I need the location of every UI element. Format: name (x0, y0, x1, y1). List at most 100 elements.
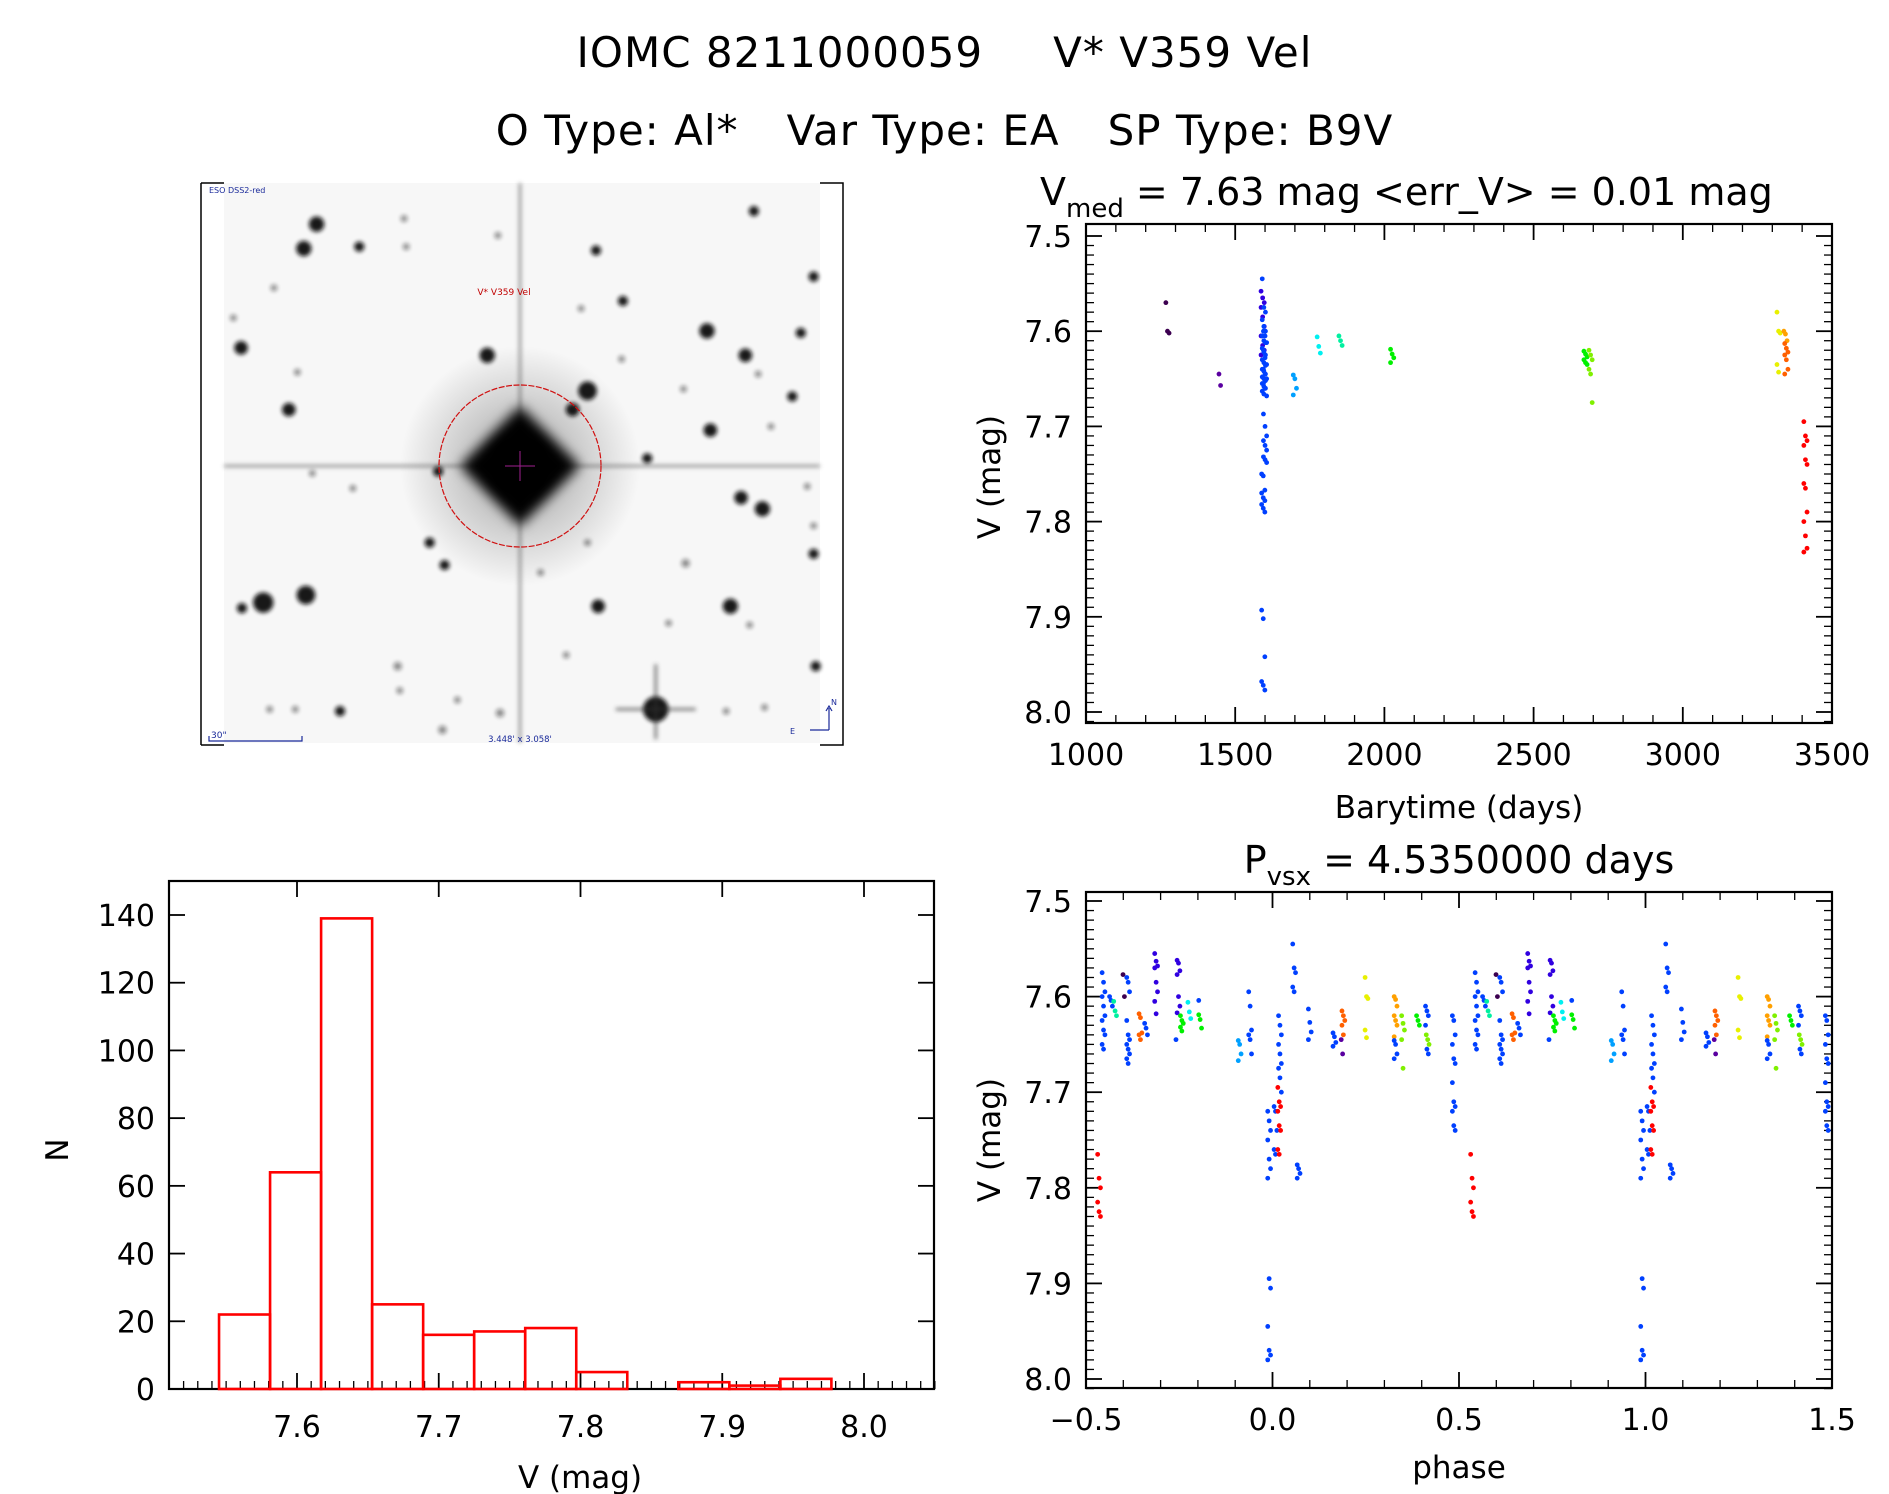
phase-point (1102, 1013, 1108, 1019)
phase-point (1102, 989, 1108, 995)
phase-point (1620, 1037, 1626, 1043)
phase-point (1735, 975, 1741, 980)
phase-point (1451, 1123, 1457, 1129)
object-type: O Type: Al* (495, 106, 739, 155)
target-label: V* V359 Vel (477, 288, 530, 298)
phase-point (1425, 1051, 1431, 1057)
phase-point (1572, 1025, 1577, 1031)
histogram-bar (779, 1377, 833, 1391)
lightcurve-point (1262, 385, 1268, 391)
phase-point (1472, 1042, 1478, 1047)
phase-point (1451, 1099, 1457, 1105)
histogram-xtick-label: 7.9 (698, 1410, 746, 1445)
lightcurve-point (1261, 328, 1266, 334)
phase-point (1664, 965, 1670, 971)
phase-point (1825, 1061, 1831, 1066)
lightcurve-point (1261, 411, 1266, 417)
phase-point (1651, 1061, 1657, 1066)
phase-point (1764, 1056, 1770, 1062)
phase-point (1822, 1013, 1828, 1019)
phase-point (1096, 1209, 1102, 1215)
phase-point (1276, 1042, 1281, 1047)
phase-point (1124, 1056, 1130, 1062)
lightcurve-point (1260, 473, 1266, 479)
star (584, 539, 591, 546)
star (282, 402, 296, 417)
phase-point (1638, 1108, 1644, 1114)
phase-point (1278, 1061, 1284, 1066)
phase-point (1664, 989, 1670, 995)
star (754, 501, 771, 517)
phase-point (1199, 1025, 1204, 1031)
phase-point (1766, 1018, 1771, 1023)
phase-point (1787, 1013, 1792, 1019)
histogram-plot: 7.6 7.7 7.8 7.9 8.0 0 20 40 60 80 100 120 140 V (mag… (40, 879, 936, 1494)
phase-point (1570, 1017, 1576, 1022)
phase-point (1364, 1035, 1369, 1041)
phase-point (1799, 1042, 1805, 1047)
lightcurve-point (1259, 276, 1265, 282)
star (439, 559, 450, 571)
lightcurve-point (1264, 340, 1270, 346)
lightcurve-point (1776, 369, 1781, 375)
phase-point (1277, 1075, 1283, 1081)
lightcurve-point (1804, 545, 1810, 551)
histogram-ytick-label: 140 (98, 899, 155, 934)
phase-point (1798, 1051, 1804, 1057)
phase-point (1296, 1166, 1302, 1172)
lightcurve-point (1803, 533, 1808, 539)
lightcurve-point (1388, 346, 1393, 352)
phase-point (1649, 1151, 1655, 1157)
phase-point (1247, 1003, 1253, 1009)
lightcurve-point (1264, 393, 1270, 399)
star (349, 484, 357, 492)
phase-point (1703, 1030, 1709, 1036)
north-label: N (831, 698, 837, 707)
phase-point (1177, 1003, 1183, 1009)
phase-point (1291, 965, 1297, 971)
lightcurve-xtick-label: 3500 (1794, 738, 1870, 773)
phase-point (1176, 994, 1181, 999)
lightcurve-point (1801, 419, 1807, 425)
phase-point (1423, 1003, 1428, 1009)
lightcurve-point (1783, 345, 1789, 351)
phase-point (1649, 1123, 1655, 1129)
phase-point (1235, 1058, 1241, 1064)
phase-point (1268, 1128, 1273, 1133)
phase-point (1274, 1128, 1280, 1133)
phase-point (1179, 1028, 1185, 1034)
phase-point (1278, 1032, 1284, 1038)
phase-point (1265, 1324, 1271, 1329)
phase-point (1648, 1085, 1654, 1090)
phase-point (1152, 998, 1158, 1004)
phase-point (1308, 1029, 1314, 1035)
phase-point (1112, 1008, 1118, 1014)
phase-title: Pvsx = 4.5350000 days (1244, 838, 1675, 892)
phase-point (1414, 1013, 1419, 1019)
lightcurve-frame (1084, 222, 1834, 725)
lightcurve-point (1588, 352, 1593, 358)
lightcurve-point (1290, 372, 1296, 378)
lightcurve-point (1803, 457, 1808, 463)
phase-point (1608, 1058, 1614, 1064)
phase-ytick-label: 7.5 (1024, 885, 1072, 920)
phase-point (1498, 1046, 1504, 1052)
phase-point (1114, 1013, 1119, 1019)
histogram-frame (167, 879, 936, 1391)
star (761, 704, 768, 711)
phase-point (1498, 1061, 1504, 1066)
star (308, 216, 325, 232)
phase-point (1101, 979, 1106, 985)
star (722, 707, 730, 715)
phase-point (1569, 1012, 1575, 1018)
lightcurve-point (1264, 362, 1270, 367)
star (808, 548, 819, 559)
phase-point (1825, 1128, 1831, 1133)
phase-point (1511, 1037, 1516, 1043)
phase-point (1773, 1065, 1779, 1071)
phase-point (1663, 984, 1669, 990)
phase-point (1525, 951, 1531, 956)
phase-ylabel: V (mag) (972, 1078, 1008, 1202)
lightcurve-point (1261, 305, 1267, 310)
phase-point (1620, 1003, 1626, 1009)
